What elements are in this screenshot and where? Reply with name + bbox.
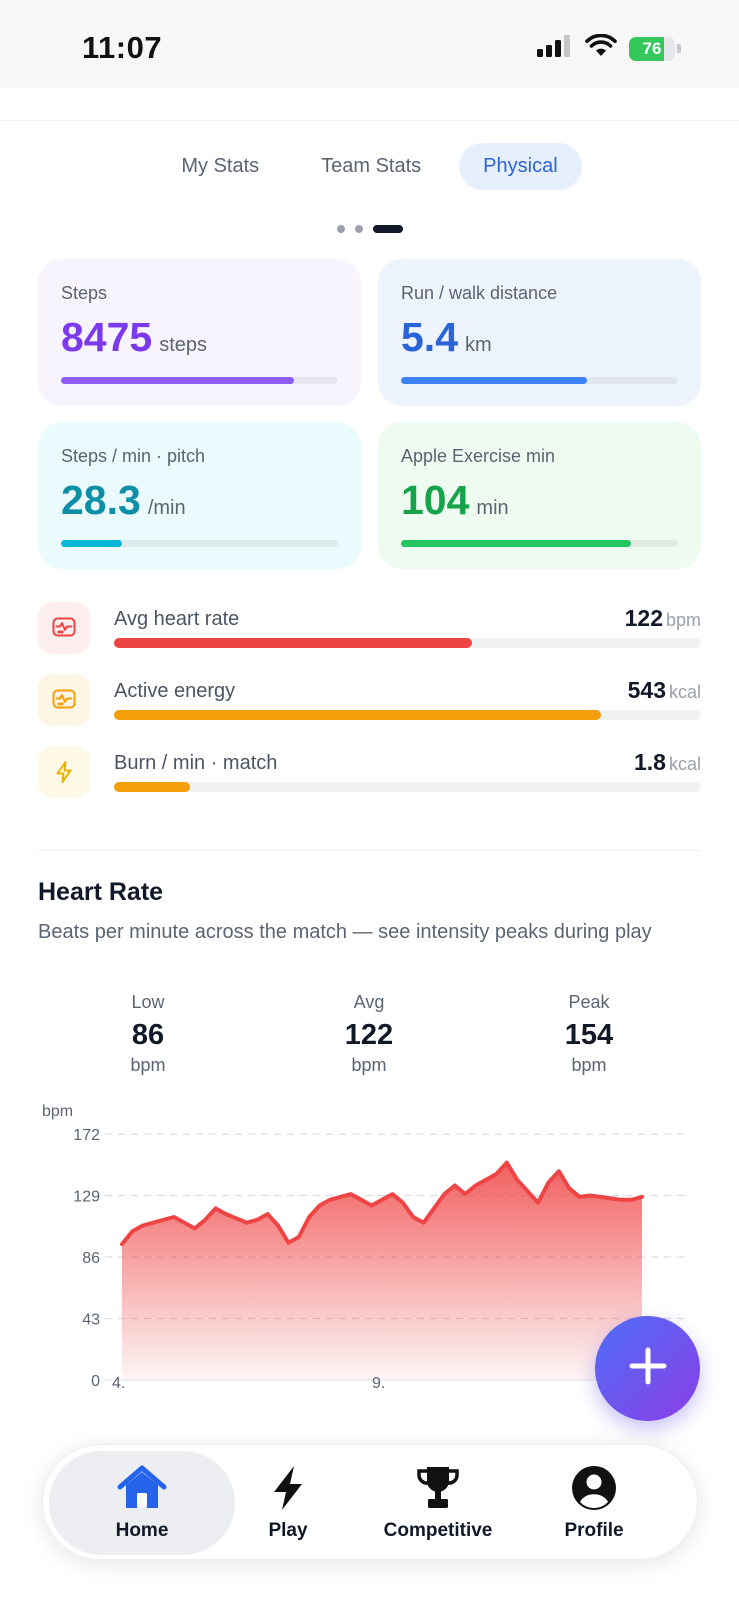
- metric-label: Active energy: [114, 680, 236, 702]
- energy-monitor-icon: [38, 674, 90, 726]
- metric-label: Burn / min · match: [114, 752, 278, 774]
- heart-rate-chart: bpm 0 43 86 129 172 4. 9.: [42, 1103, 690, 1390]
- x-tick-label: 9.: [372, 1375, 385, 1390]
- nav-label: Play: [268, 1519, 308, 1541]
- card-unit: /min: [147, 497, 186, 519]
- stat-unit: bpm: [351, 1055, 387, 1075]
- status-bar: 11:07 76: [0, 0, 739, 88]
- steps-card: Steps 8475 steps: [38, 259, 361, 406]
- stat-unit: bpm: [571, 1055, 607, 1075]
- stat-label: Peak: [568, 992, 610, 1012]
- y-tick-label: 172: [73, 1127, 100, 1144]
- card-label: Run / walk distance: [401, 283, 558, 303]
- tab-physical[interactable]: Physical: [459, 143, 582, 190]
- card-unit: steps: [159, 334, 208, 356]
- bottom-nav: Home Play Competitive Profile: [42, 1444, 698, 1560]
- metric-progress-track: [114, 638, 701, 648]
- exercise-card: Apple Exercise min 104 min: [378, 422, 701, 569]
- y-tick-label: 43: [82, 1312, 100, 1329]
- status-time: 11:07: [82, 30, 163, 65]
- metric-progress-track: [114, 710, 701, 720]
- card-progress-track: [401, 377, 678, 384]
- lightning-icon: [38, 746, 90, 798]
- metric-value: 1.8 kcal: [634, 749, 701, 775]
- lightning-icon: [268, 1465, 308, 1516]
- card-value: 28.3: [61, 477, 141, 523]
- metric-progress-track: [114, 782, 701, 792]
- metric-progress-fill: [114, 710, 602, 720]
- metric-progress-fill: [114, 782, 191, 792]
- nav-label: Competitive: [383, 1519, 493, 1541]
- y-tick-label: 129: [73, 1189, 100, 1206]
- card-progress-track: [61, 377, 338, 384]
- cellular-signal-icon: [537, 34, 573, 63]
- card-unit: min: [476, 497, 509, 519]
- nav-play[interactable]: Play: [243, 1451, 333, 1555]
- low-stat: Low 86 bpm: [68, 992, 228, 1076]
- nav-home[interactable]: Home: [49, 1451, 235, 1555]
- y-axis-label: bpm: [42, 1103, 73, 1120]
- home-icon: [116, 1465, 168, 1516]
- card-unit: km: [465, 334, 492, 356]
- card-label: Steps: [61, 283, 108, 303]
- plus-icon: [628, 1346, 668, 1391]
- burn-per-min-row: Burn / min · match 1.8 kcal: [38, 744, 701, 800]
- card-progress-fill: [61, 377, 294, 384]
- stat-value: 122: [344, 1019, 394, 1051]
- tab-team-stats[interactable]: Team Stats: [321, 155, 422, 177]
- status-icons: 76: [537, 33, 681, 63]
- nav-label: Home: [115, 1519, 169, 1541]
- card-progress-fill: [401, 377, 587, 384]
- avg-stat: Avg 122 bpm: [289, 992, 449, 1076]
- heart-rate-title: Heart Rate: [38, 878, 164, 906]
- page-dot[interactable]: [336, 225, 345, 233]
- card-label: Steps / min · pitch: [61, 446, 206, 466]
- peak-stat: Peak 154 bpm: [509, 992, 669, 1076]
- card-value: 5.4: [401, 314, 458, 360]
- battery-level: 76: [642, 38, 662, 58]
- stat-value: 154: [564, 1019, 614, 1051]
- page-dot-active[interactable]: [372, 225, 403, 233]
- stat-label: Avg: [353, 992, 385, 1012]
- metric-label: Avg heart rate: [114, 608, 240, 630]
- heart-monitor-icon: [38, 602, 90, 654]
- heart-rate-subtitle: Beats per minute across the match — see …: [38, 921, 652, 943]
- active-energy-row: Active energy 543 kcal: [38, 672, 701, 728]
- tab-my-stats[interactable]: My Stats: [181, 155, 260, 177]
- cadence-card: Steps / min · pitch 28.3 /min: [38, 422, 361, 569]
- card-progress-fill: [401, 540, 631, 547]
- y-tick-label: 86: [82, 1250, 100, 1267]
- avg-heart-rate-row: Avg heart rate 122 bpm: [38, 600, 701, 656]
- page-indicator: [0, 225, 739, 233]
- y-tick-label: 0: [91, 1373, 100, 1390]
- stat-value: 86: [131, 1019, 165, 1051]
- metric-value: 543 kcal: [627, 677, 701, 703]
- profile-icon: [571, 1465, 617, 1516]
- card-progress-fill: [61, 540, 122, 547]
- card-value: 8475: [61, 314, 153, 360]
- card-value: 104: [401, 477, 470, 523]
- stat-unit: bpm: [130, 1055, 166, 1075]
- section-divider: [38, 850, 701, 851]
- header-divider: [0, 120, 739, 121]
- page-dot[interactable]: [354, 225, 363, 233]
- metric-value: 122 bpm: [624, 605, 701, 631]
- nav-competitive[interactable]: Competitive: [373, 1451, 503, 1555]
- stat-label: Low: [131, 992, 165, 1012]
- card-progress-track: [61, 540, 338, 547]
- distance-card: Run / walk distance 5.4 km: [378, 259, 701, 406]
- trophy-icon: [416, 1465, 460, 1516]
- stats-tabs: My Stats Team Stats Physical: [0, 143, 739, 190]
- metric-progress-fill: [114, 638, 473, 648]
- nav-label: Profile: [564, 1519, 624, 1541]
- battery-icon: 76: [629, 36, 681, 61]
- add-button[interactable]: [595, 1316, 700, 1421]
- wifi-icon: [585, 33, 617, 63]
- x-tick-label: 4.: [112, 1375, 125, 1390]
- heart-rate-area: [122, 1162, 642, 1380]
- nav-profile[interactable]: Profile: [539, 1451, 649, 1555]
- card-label: Apple Exercise min: [401, 446, 556, 466]
- card-progress-track: [401, 540, 678, 547]
- heart-rate-line: [120, 1160, 644, 1247]
